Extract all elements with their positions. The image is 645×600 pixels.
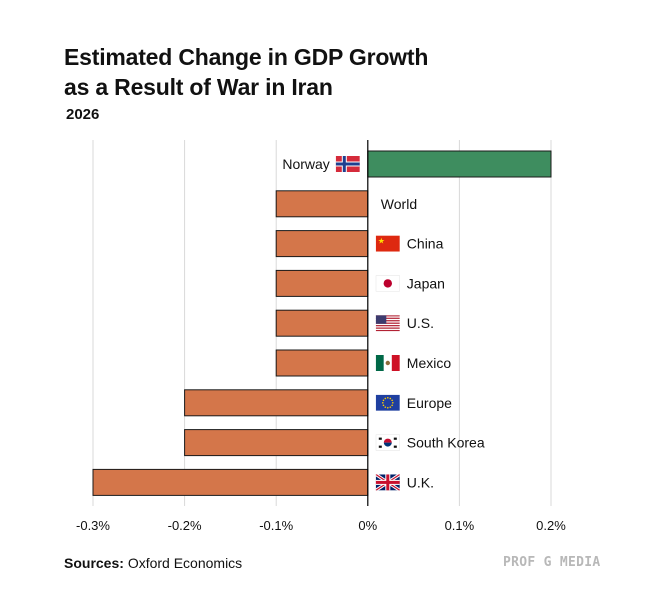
sources-note: Sources: Oxford Economics (64, 555, 242, 571)
x-tick-label: -0.3% (76, 518, 110, 533)
category-label: World (381, 196, 417, 212)
category-label: Norway (282, 156, 329, 172)
bar (275, 230, 369, 258)
bar (275, 309, 369, 337)
sources-label: Sources: (64, 555, 124, 571)
x-tick-label: 0.1% (445, 518, 475, 533)
category-label: Japan (407, 275, 445, 291)
us-flag-icon (375, 315, 400, 332)
bar (367, 150, 552, 178)
category-label: Mexico (407, 355, 452, 371)
x-tick-label: 0.2% (536, 518, 566, 533)
chart-subtitle: 2026 (66, 106, 100, 123)
brand-logo: PROF G MEDIA (503, 555, 601, 570)
eu-flag-icon (375, 394, 400, 411)
category-label: U.S. (407, 315, 434, 331)
sources-text: Oxford Economics (127, 555, 243, 571)
svg-text:★: ★ (378, 237, 385, 246)
south-korea-flag-icon (375, 434, 400, 451)
chart-title: Estimated Change in GDP Growth as a Resu… (64, 42, 428, 102)
mexico-flag-icon (375, 355, 400, 371)
category-label: South Korea (407, 435, 485, 451)
chart-title-line2: as a Result of War in Iran (64, 74, 333, 100)
bar (92, 468, 369, 496)
bar-chart: -0.3% -0.2% -0.1% 0% 0.1% 0.2% Norway World ★ Chi… (76, 140, 566, 533)
bar (275, 269, 369, 297)
category-label: U.K. (407, 474, 434, 490)
x-tick-label: -0.1% (259, 518, 293, 533)
category-label: Europe (407, 395, 452, 411)
bar (184, 389, 369, 417)
x-tick-label: 0% (358, 518, 377, 533)
bar (275, 349, 369, 377)
bar (184, 429, 369, 457)
japan-flag-icon (375, 275, 400, 292)
category-label: China (407, 236, 444, 252)
bar (275, 190, 369, 218)
china-flag-icon: ★ (375, 235, 400, 252)
norway-flag-icon (335, 156, 360, 172)
chart-title-line1: Estimated Change in GDP Growth (64, 44, 429, 70)
x-tick-label: -0.2% (168, 518, 202, 533)
uk-flag-icon (375, 474, 400, 491)
